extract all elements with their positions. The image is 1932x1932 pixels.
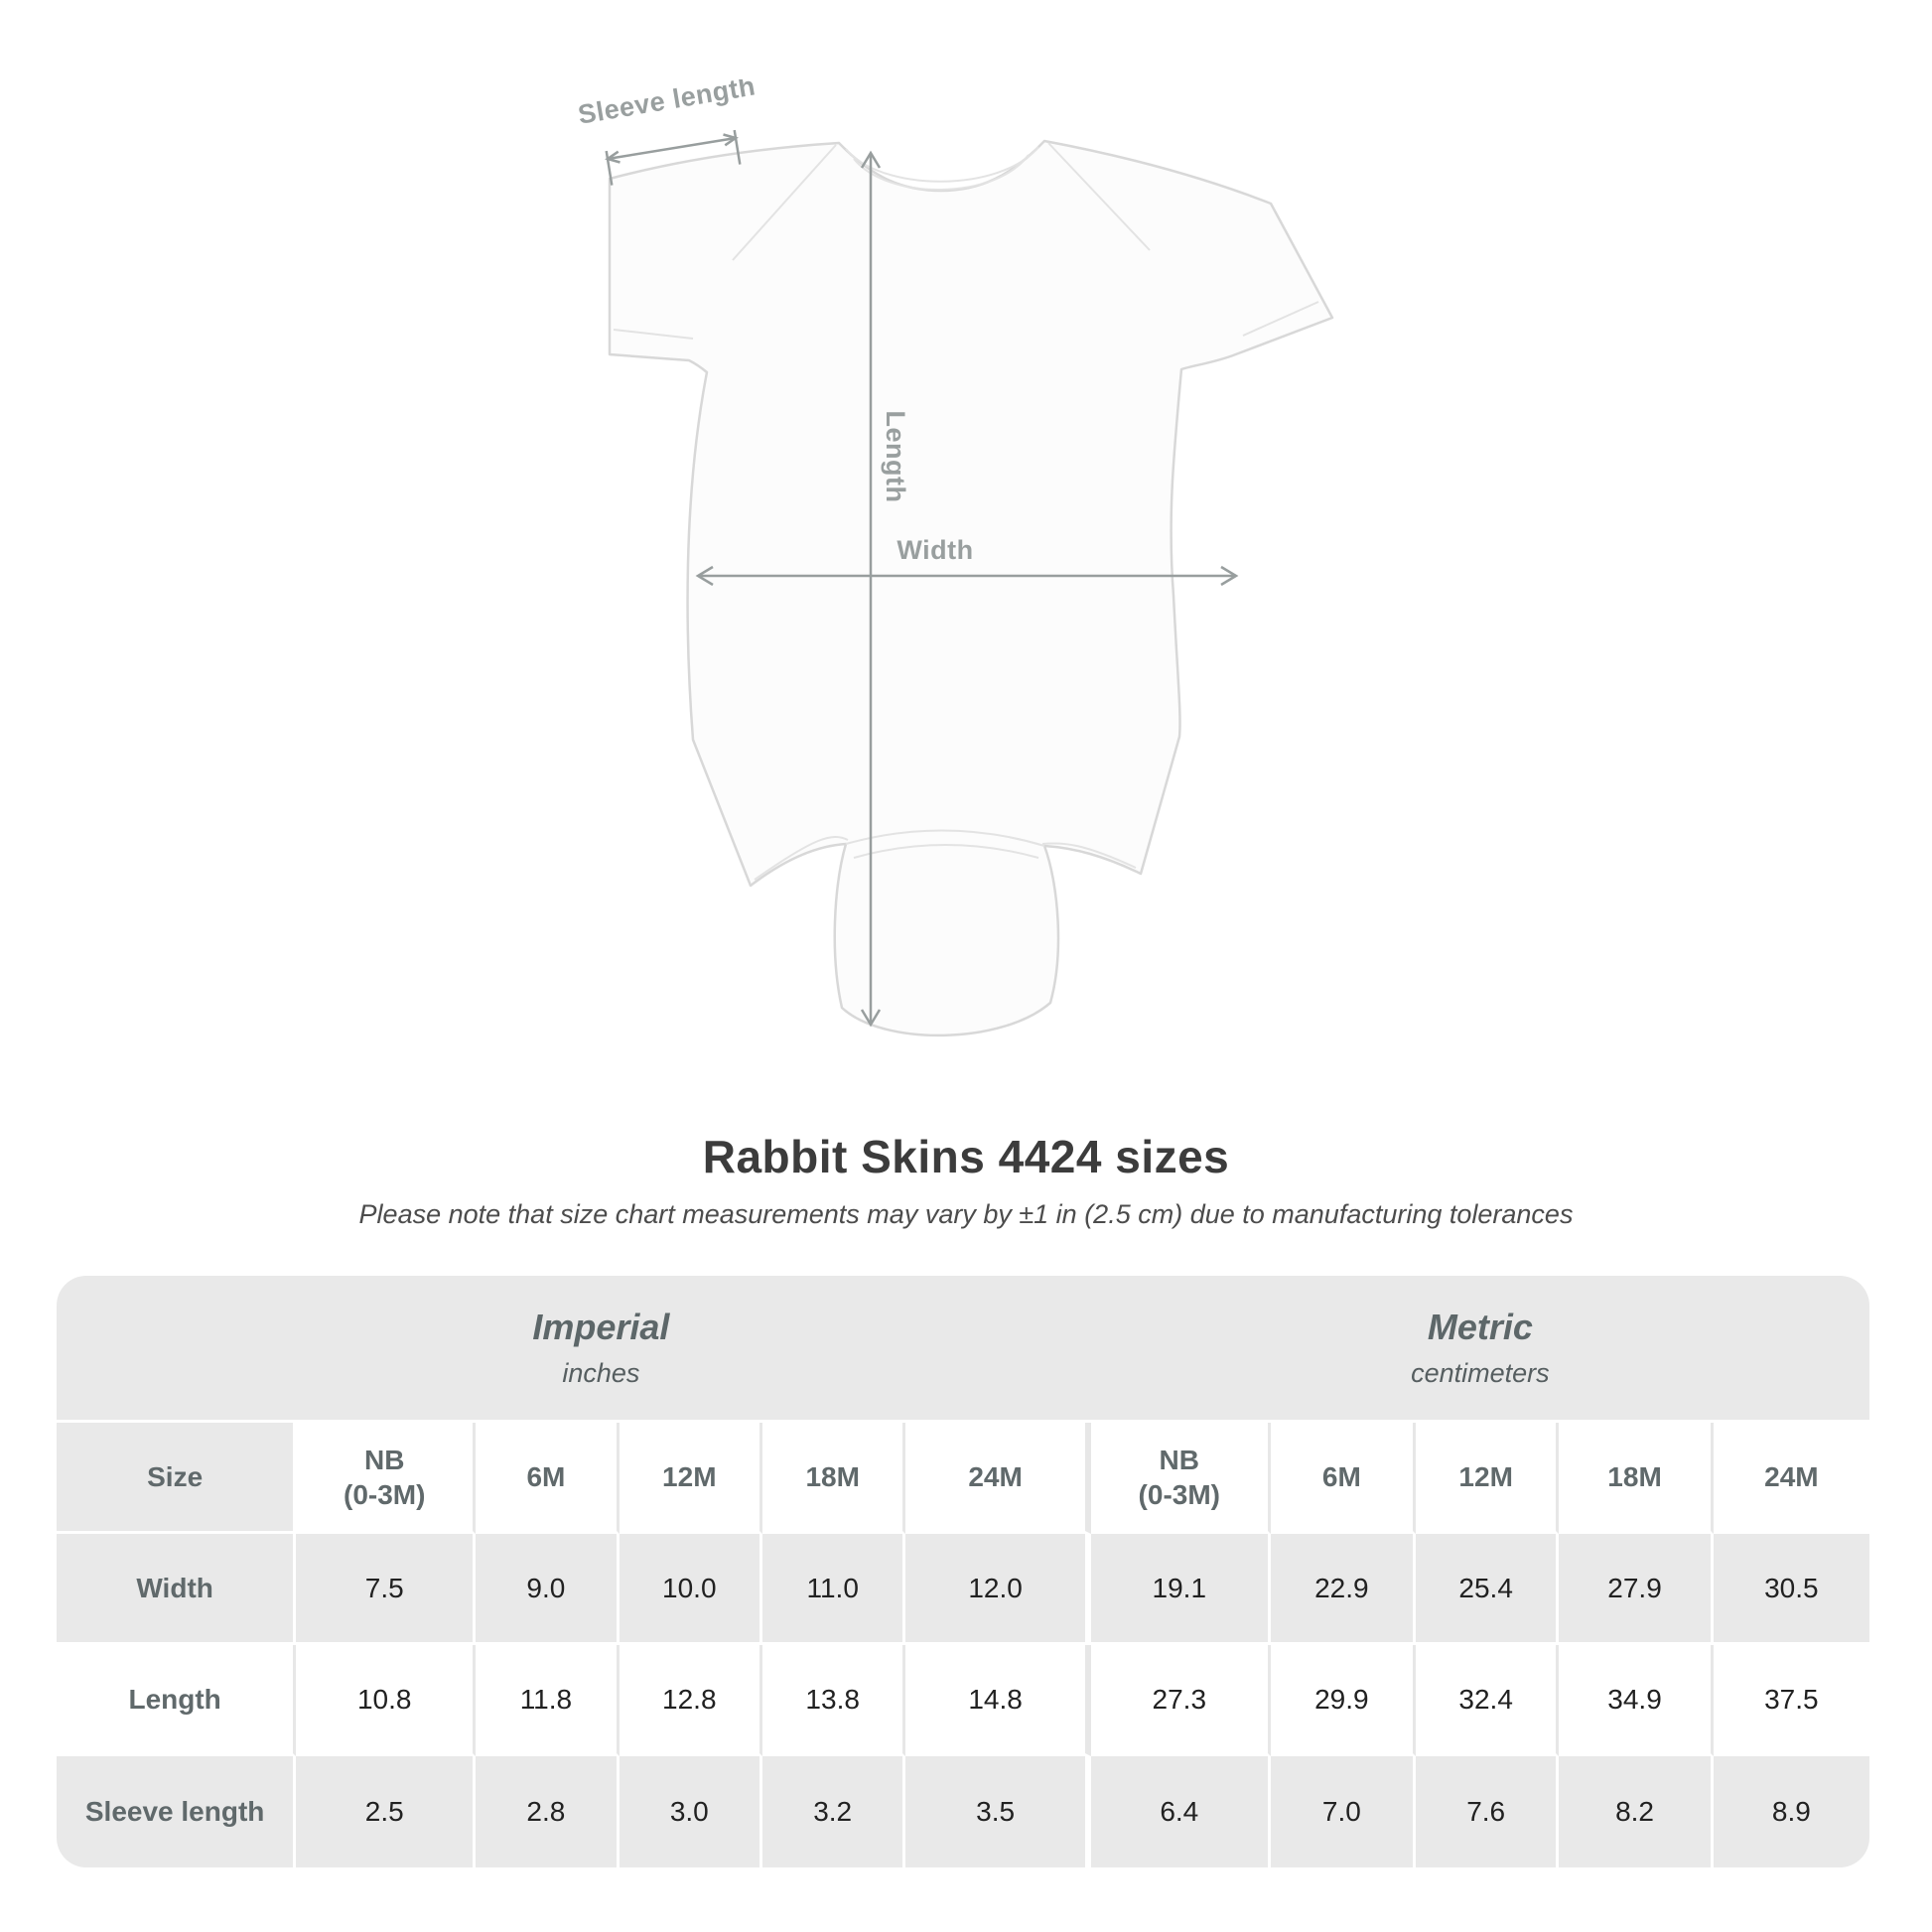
measurement-cell: 27.3 [1090,1645,1271,1757]
row-label: Length [57,1645,297,1757]
measurement-cell: 27.9 [1559,1534,1714,1646]
width-row: Width 7.5 9.0 10.0 11.0 12.0 19.1 22.9 2… [57,1534,1869,1646]
size-col-header: 24M [905,1423,1091,1535]
measurement-cell: 29.9 [1270,1645,1416,1757]
size-col-header: 12M [1415,1423,1560,1535]
measurement-cell: 22.9 [1270,1534,1416,1646]
size-col-header: 6M [476,1423,620,1535]
measurement-cell: 13.8 [761,1645,906,1757]
page-title: Rabbit Skins 4424 sizes [702,1131,1230,1182]
size-diagram: Length Width Sleeve length [486,79,1380,1082]
tolerance-note: Please note that size chart measurements… [358,1199,1574,1229]
measurement-cell: 11.0 [761,1534,906,1646]
size-col-header: NB (0-3M) [296,1423,477,1535]
measurement-cell: 9.0 [476,1534,620,1646]
corner-size-label: Size [57,1423,297,1535]
imperial-title: Imperial [532,1307,670,1348]
size-chart-table: Imperial inches Metric centimeters Size … [57,1276,1869,1867]
measurement-cell: 19.1 [1090,1534,1271,1646]
measurement-cell: 2.8 [476,1756,620,1867]
measurement-cell: 7.6 [1415,1756,1560,1867]
metric-title: Metric [1427,1307,1533,1348]
measurement-cell: 37.5 [1713,1645,1869,1757]
measurement-cell: 32.4 [1415,1645,1560,1757]
size-col-header: 18M [761,1423,906,1535]
measurement-cell: 10.8 [296,1645,477,1757]
measurement-cell: 12.0 [905,1534,1091,1646]
sleeve-length-arrow [605,129,742,186]
length-arrow [860,150,882,1028]
measurement-cell: 25.4 [1415,1534,1560,1646]
measurement-cell: 3.5 [905,1756,1091,1867]
size-col-header: 12M [619,1423,762,1535]
size-col-header: NB (0-3M) [1090,1423,1271,1535]
measurement-cell: 8.2 [1559,1756,1714,1867]
measurement-cell: 3.0 [619,1756,762,1867]
size-col-header: 24M [1713,1423,1869,1535]
size-header-row: Size NB (0-3M) 6M 12M 18M 24M NB (0-3M) … [57,1423,1869,1535]
measurement-cell: 8.9 [1713,1756,1869,1867]
onesie-illustration: Length Width Sleeve length [576,79,1334,1037]
metric-header: Metric centimeters [1090,1276,1869,1424]
measurement-cell: 34.9 [1559,1645,1714,1757]
width-label: Width [897,535,973,565]
size-col-header: 18M [1559,1423,1714,1535]
measurements-table: Imperial inches Metric centimeters Size … [57,1276,1869,1867]
length-label: Length [881,411,910,503]
measurement-cell: 3.2 [761,1756,906,1867]
sleeve-length-row: Sleeve length 2.5 2.8 3.0 3.2 3.5 6.4 7.… [57,1756,1869,1867]
length-row: Length 10.8 11.8 12.8 13.8 14.8 27.3 29.… [57,1645,1869,1757]
imperial-header: Imperial inches [57,1276,1091,1424]
measurement-cell: 30.5 [1713,1534,1869,1646]
measurement-cell: 2.5 [296,1756,477,1867]
bodysuit-outline [608,139,1334,1037]
measurement-cell: 12.8 [619,1645,762,1757]
sleeve-length-label: Sleeve length [576,79,758,130]
width-arrow [695,565,1239,587]
metric-unit: centimeters [1411,1358,1550,1389]
measurement-cell: 11.8 [476,1645,620,1757]
measurement-cell: 7.5 [296,1534,477,1646]
size-col-header: 6M [1270,1423,1416,1535]
chart-heading: Rabbit Skins 4424 sizes Please note that… [0,1130,1932,1230]
measurement-cell: 10.0 [619,1534,762,1646]
imperial-unit: inches [562,1358,640,1389]
measurement-cell: 6.4 [1090,1756,1271,1867]
measurement-cell: 7.0 [1270,1756,1416,1867]
row-label: Sleeve length [57,1756,297,1867]
unit-header-row: Imperial inches Metric centimeters [57,1276,1869,1424]
measurement-cell: 14.8 [905,1645,1091,1757]
row-label: Width [57,1534,297,1646]
